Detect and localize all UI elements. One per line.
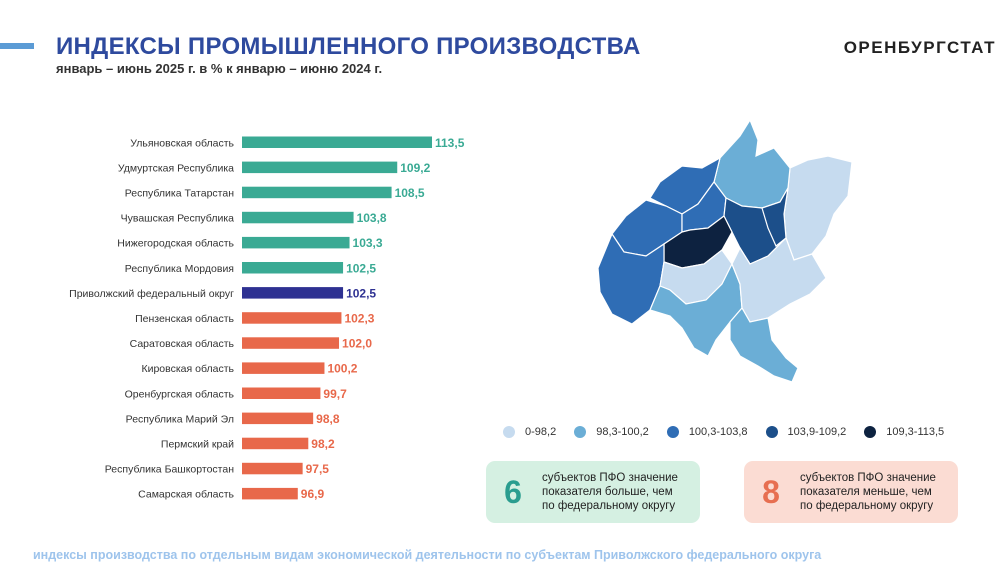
legend-dot [765,426,778,438]
map-region-east-strip [761,187,789,247]
legend-dot [864,426,877,438]
data-label: 108,5 [395,186,425,200]
category-label: Нижегородская область [117,238,234,250]
below-text-line: по федеральному округу [800,500,934,512]
legend-label: 109,3-113,5 [886,426,945,438]
legend-label: 0-98,2 [525,426,557,438]
category-label: Пензенская область [135,313,234,325]
page-subtitle: январь – июнь 2025 г. в % к январю – июн… [56,61,383,76]
category-label: Приволжский федеральный округ [69,288,234,300]
data-label: 113,5 [435,136,465,150]
data-label: 102,0 [342,337,372,351]
legend-dot [574,426,587,438]
data-label: 98,2 [311,437,335,451]
legend-item: 109,3-113,5 [864,426,944,438]
data-label: 109,2 [400,161,430,175]
data-label: 103,8 [357,211,387,225]
footer-link[interactable]: индексы производства по отдельным видам … [33,548,822,562]
category-label: Пермский край [161,438,234,450]
bar [242,312,342,324]
category-label: Республика Татарстан [125,187,235,199]
map-legend: 0-98,2 98,3-100,2 100,3-103,8 103,9-109,… [503,426,962,438]
data-label: 102,3 [344,311,374,325]
category-label: Удмуртская Республика [118,162,234,174]
below-text-line: субъектов ПФО значение [800,472,936,484]
bar [242,186,392,199]
legend-dot [666,426,679,438]
legend-dot [503,426,515,438]
below-text-line: показателя меньше, чем [800,486,932,498]
data-label: 100,2 [327,362,357,376]
legend-label: 100,3-103,8 [688,426,748,438]
legend-label: 103,9-109,2 [787,426,847,438]
bar [242,362,325,374]
above-text: субъектов ПФО значение показателя больше… [542,471,678,513]
above-text-line: по федеральному округу [542,500,676,512]
legend-item: 0-98,2 [503,426,556,438]
map-region-northeast [783,155,853,261]
category-label: Чувашская Республика [121,213,235,225]
bar [242,437,309,450]
info-box-below: 8 субъектов ПФО значение показателя мень… [744,461,958,523]
bar [242,136,432,148]
region-map [597,118,853,383]
map-region-east [731,236,827,323]
category-label: Ульяновская область [130,137,234,149]
category-label: Самарская область [138,489,234,501]
category-label: Республика Марий Эл [126,413,234,425]
data-label: 102,5 [346,261,376,275]
category-label: Республика Мордовия [125,263,234,275]
data-label: 97,5 [306,462,330,476]
above-text-line: показателя больше, чем [542,486,673,498]
below-count: 8 [762,473,780,510]
page-title: ИНДЕКСЫ ПРОМЫШЛЕННОГО ПРОИЗВОДСТВА [56,33,641,60]
bar [242,487,298,500]
category-label: Республика Башкортостан [105,464,234,476]
bar [242,287,344,299]
info-box-above: 6 субъектов ПФО значение показателя боль… [486,461,700,523]
bar [242,412,314,425]
map-region-southeast [729,306,799,383]
category-label: Саратовская область [130,338,235,350]
legend-item: 103,9-109,2 [765,426,847,438]
data-label: 98,8 [316,412,340,426]
bar [242,211,354,224]
bar-chart: Ульяновская область 113,5 Удмуртская Респу… [69,136,465,501]
above-text-line: субъектов ПФО значение [542,472,678,484]
map-region-north [713,118,791,209]
below-text: субъектов ПФО значение показателя меньше… [800,471,936,513]
bar [242,236,350,249]
legend-item: 100,3-103,8 [666,426,748,438]
brand-logo: ОРЕНБУРГСТАТ [843,38,996,57]
bar [242,161,398,174]
legend-label: 98,3-100,2 [596,426,649,438]
bar [242,262,344,274]
bar [242,387,321,399]
accent-bar [0,43,34,49]
data-label: 102,5 [346,286,376,300]
bar [242,462,303,475]
data-label: 103,3 [353,236,383,250]
bar [242,337,340,349]
above-count: 6 [504,473,522,510]
category-label: Оренбургская область [125,388,235,400]
legend-item: 98,3-100,2 [574,426,649,438]
data-label: 99,7 [323,387,347,401]
category-label: Кировская область [141,363,234,375]
data-label: 96,9 [301,487,325,501]
